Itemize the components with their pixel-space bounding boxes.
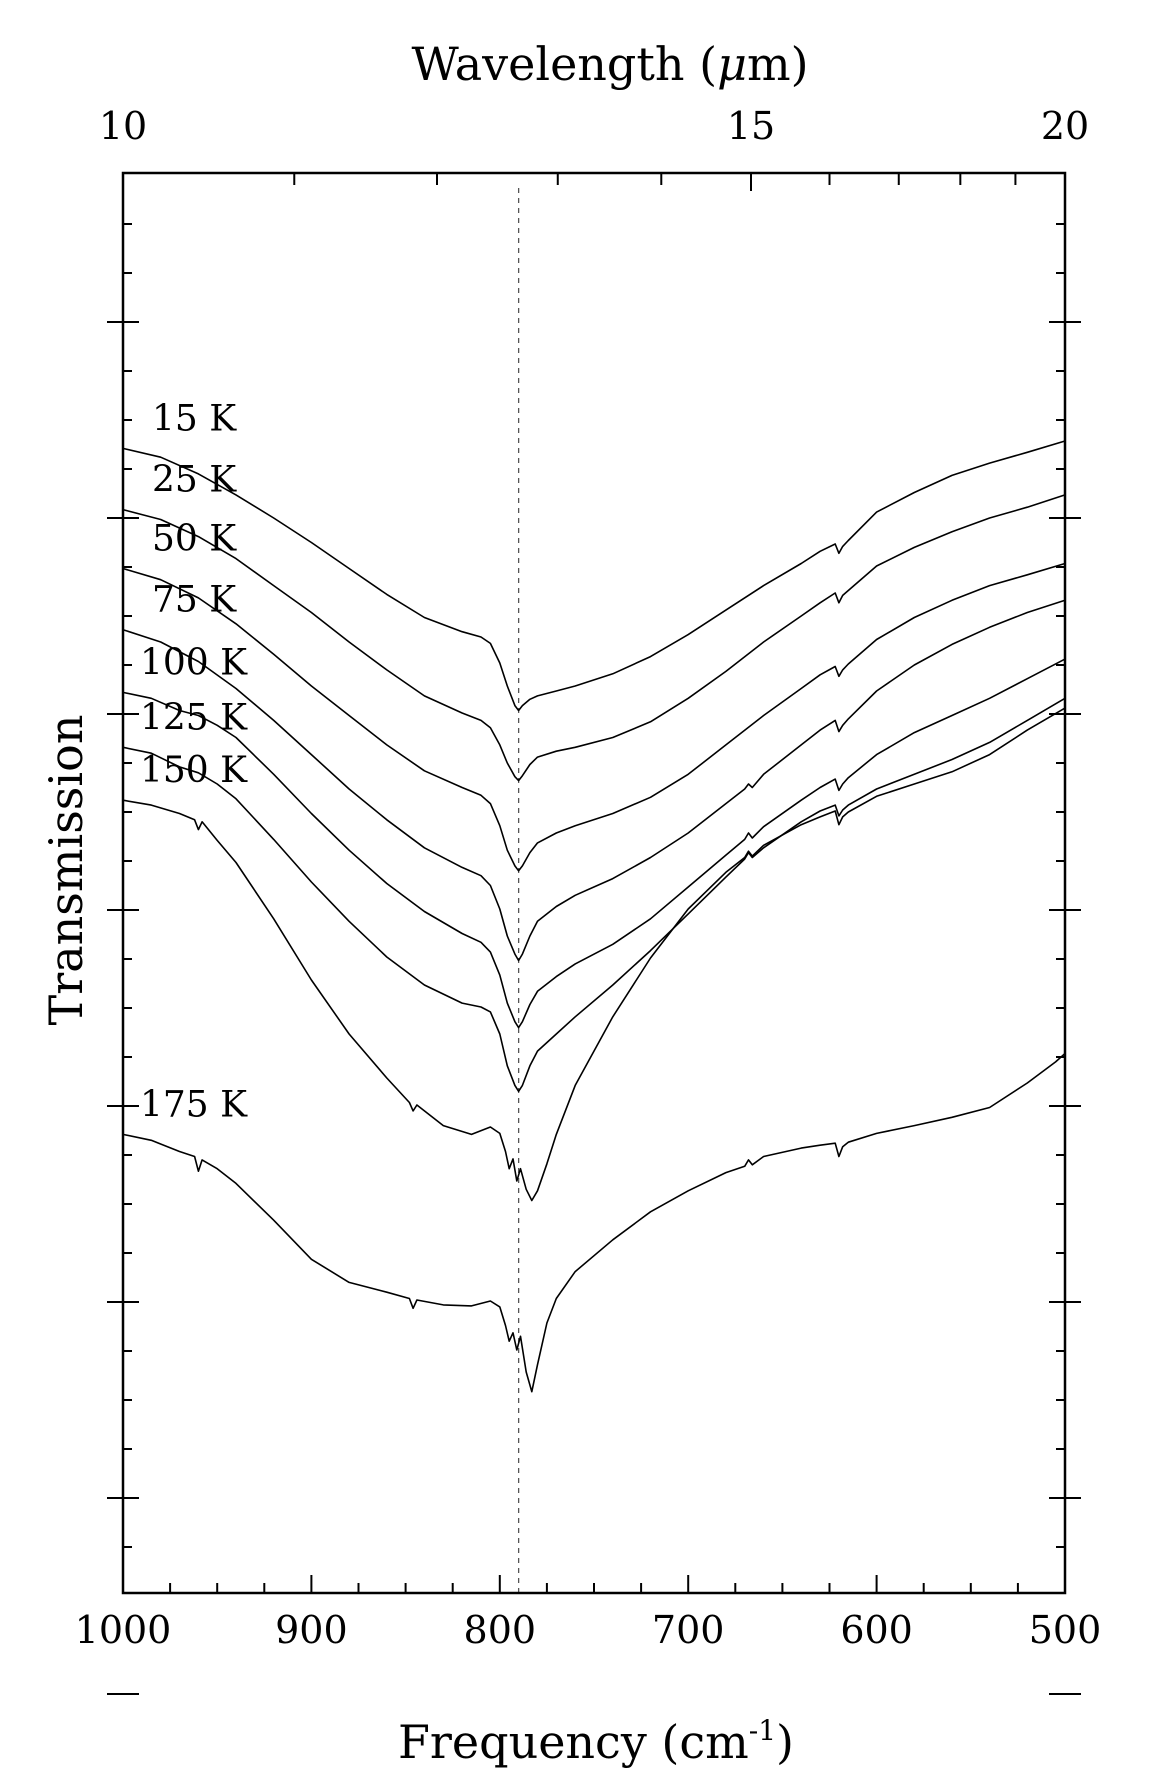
x-tick-label: 900 bbox=[275, 1608, 348, 1652]
series-line bbox=[122, 599, 1066, 962]
plot-frame bbox=[121, 171, 1067, 1595]
series-line bbox=[122, 1052, 1066, 1393]
series-label: 25 K bbox=[152, 460, 237, 501]
top-axis-title: Wavelength (μm) bbox=[411, 37, 808, 91]
x-axis-title: Frequency (cm-1) bbox=[398, 1714, 794, 1769]
top-tick-label: 20 bbox=[1041, 104, 1089, 148]
series-label: 100 K bbox=[140, 642, 248, 683]
x-tick-label: 600 bbox=[840, 1608, 913, 1652]
x-tick-label: 700 bbox=[652, 1608, 725, 1652]
x-tick-label: 1000 bbox=[75, 1608, 172, 1652]
series-label: 175 K bbox=[140, 1084, 248, 1125]
series-label: 15 K bbox=[152, 398, 237, 439]
series-curves bbox=[122, 440, 1066, 1393]
series-line bbox=[122, 440, 1066, 712]
series-labels: 15 K 25 K 50 K 75 K 100 K 125 K 150 K 175 K bbox=[140, 398, 248, 1125]
y-axis-title: Transmission bbox=[39, 715, 93, 1026]
series-line bbox=[122, 562, 1066, 872]
series-label: 150 K bbox=[140, 750, 248, 791]
top-tick-label: 15 bbox=[727, 104, 775, 148]
series-label: 125 K bbox=[140, 697, 248, 738]
series-line bbox=[122, 494, 1066, 782]
series-label: 75 K bbox=[152, 580, 237, 621]
series-line bbox=[122, 697, 1066, 1093]
series-line bbox=[122, 658, 1066, 1029]
x-tick-label: 500 bbox=[1029, 1608, 1102, 1652]
series-label: 50 K bbox=[152, 518, 237, 559]
axis-ticks: 1000 900 800 700 600 500 10 15 20 bbox=[75, 104, 1102, 1695]
top-tick-label: 10 bbox=[99, 104, 147, 148]
x-tick-label: 800 bbox=[464, 1608, 537, 1652]
series-line bbox=[122, 707, 1066, 1202]
